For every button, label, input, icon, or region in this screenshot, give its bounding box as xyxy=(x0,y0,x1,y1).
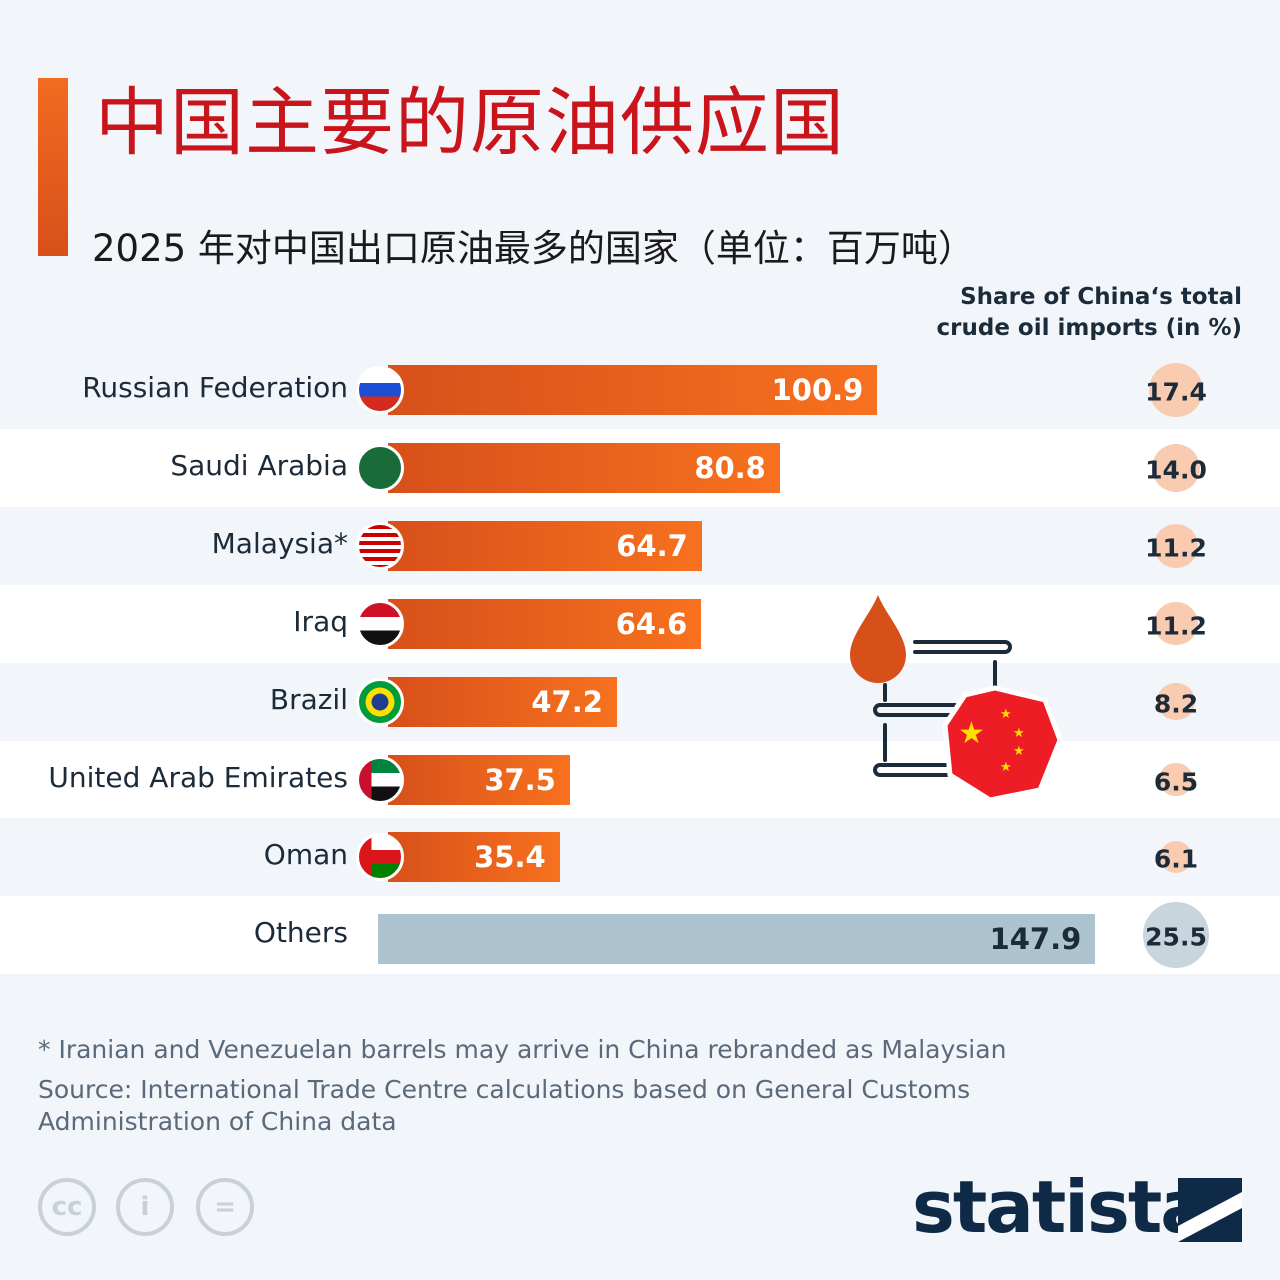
country-label: Saudi Arabia xyxy=(170,448,348,482)
share-column-header: Share of China‘s total crude oil imports… xyxy=(936,284,1242,341)
share-value: 6.5 xyxy=(1153,767,1199,796)
share-value: 11.2 xyxy=(1145,533,1207,563)
bar: 100.9 xyxy=(388,365,878,415)
country-label: Oman xyxy=(263,838,348,872)
country-label: Brazil xyxy=(269,682,348,716)
bar: 37.5 xyxy=(388,754,570,805)
country-label: Iraq xyxy=(293,604,348,638)
page-subtitle: 2025 年对中国出口原油最多的国家（单位：百万吨） xyxy=(92,227,975,270)
svg-text:★: ★ xyxy=(1013,744,1025,759)
chart-row: Brazil 47.2 8.2 xyxy=(0,662,1280,741)
svg-text:★: ★ xyxy=(1013,726,1025,741)
bar: 64.6 xyxy=(388,598,702,649)
share-circle xyxy=(1148,362,1204,418)
chart-row: Iraq 64.6 11.2 xyxy=(0,584,1280,663)
no-derivatives-icon[interactable]: = xyxy=(196,1178,254,1236)
share-circle xyxy=(1154,601,1198,646)
country-flag-icon xyxy=(356,833,404,882)
share-value: 17.4 xyxy=(1145,377,1207,407)
share-circle xyxy=(1159,841,1193,874)
svg-text:★: ★ xyxy=(958,716,985,751)
country-flag-icon xyxy=(356,521,404,570)
cc-icon[interactable]: cc xyxy=(38,1178,96,1236)
share-circle xyxy=(1157,682,1195,721)
bar-value-label: 37.5 xyxy=(484,762,556,797)
chart-row: Malaysia* 64.7 11.2 xyxy=(0,506,1280,585)
share-value: 6.1 xyxy=(1153,844,1199,874)
country-flag-icon xyxy=(356,443,404,492)
statista-logo[interactable]: statista xyxy=(912,1165,1209,1249)
share-value: 25.5 xyxy=(1145,922,1207,952)
china-flag-icon xyxy=(942,685,1063,803)
bar: 47.2 xyxy=(388,676,617,727)
chart-row: United Arab Emirates 37.5 6.5 xyxy=(0,740,1280,819)
footnote: * Iranian and Venezuelan barrels may arr… xyxy=(38,1035,1007,1064)
share-value: 14.0 xyxy=(1145,455,1207,485)
bar-value-label: 64.6 xyxy=(615,606,688,641)
bar-value-label: 64.7 xyxy=(616,528,688,563)
chart-row: Saudi Arabia 80.8 14.0 xyxy=(0,428,1280,507)
share-value: 11.2 xyxy=(1145,611,1207,641)
bar-value-label: 47.2 xyxy=(531,684,603,719)
share-circle xyxy=(1151,443,1201,493)
bar: 35.4 xyxy=(388,832,560,883)
title-accent-bar xyxy=(38,78,68,256)
svg-text:★: ★ xyxy=(1000,760,1012,775)
country-label: Others xyxy=(253,916,348,950)
share-circle xyxy=(1154,524,1198,568)
chart-row: Others 147.9 25.5 xyxy=(0,896,1280,975)
oil-barrel-china-illustration: ★ ★ ★ ★ ★ xyxy=(850,595,1063,803)
source: Source: International Trade Centre calcu… xyxy=(38,1075,971,1136)
share-value: 8.2 xyxy=(1153,689,1199,719)
country-flag-icon xyxy=(356,366,404,414)
oil-drop-icon xyxy=(850,595,906,683)
bar-value-label: 100.9 xyxy=(771,373,864,407)
country-flag-icon xyxy=(356,599,404,648)
share-circle xyxy=(1143,902,1209,969)
chart-row: Russian Federation 100.9 17.4 xyxy=(0,351,1280,429)
svg-text:★: ★ xyxy=(1000,707,1012,722)
bar: 147.9 xyxy=(378,914,1096,965)
chart-row: Oman 35.4 6.1 xyxy=(0,818,1280,897)
bar: 80.8 xyxy=(388,442,780,493)
country-label: Malaysia* xyxy=(211,526,348,560)
share-circle xyxy=(1159,762,1193,797)
attribution-icon[interactable]: i xyxy=(116,1178,174,1236)
bar-value-label: 147.9 xyxy=(989,922,1082,957)
country-label: Russian Federation xyxy=(82,371,348,404)
country-flag-icon xyxy=(356,755,404,804)
bar: 64.7 xyxy=(388,520,702,571)
bar-value-label: 80.8 xyxy=(694,450,766,485)
country-flag-icon xyxy=(356,677,404,726)
country-label: United Arab Emirates xyxy=(48,760,348,794)
statista-logo-icon xyxy=(1178,1178,1242,1242)
page-title: 中国主要的原油供应国 xyxy=(95,80,845,166)
bar-value-label: 35.4 xyxy=(474,840,546,875)
